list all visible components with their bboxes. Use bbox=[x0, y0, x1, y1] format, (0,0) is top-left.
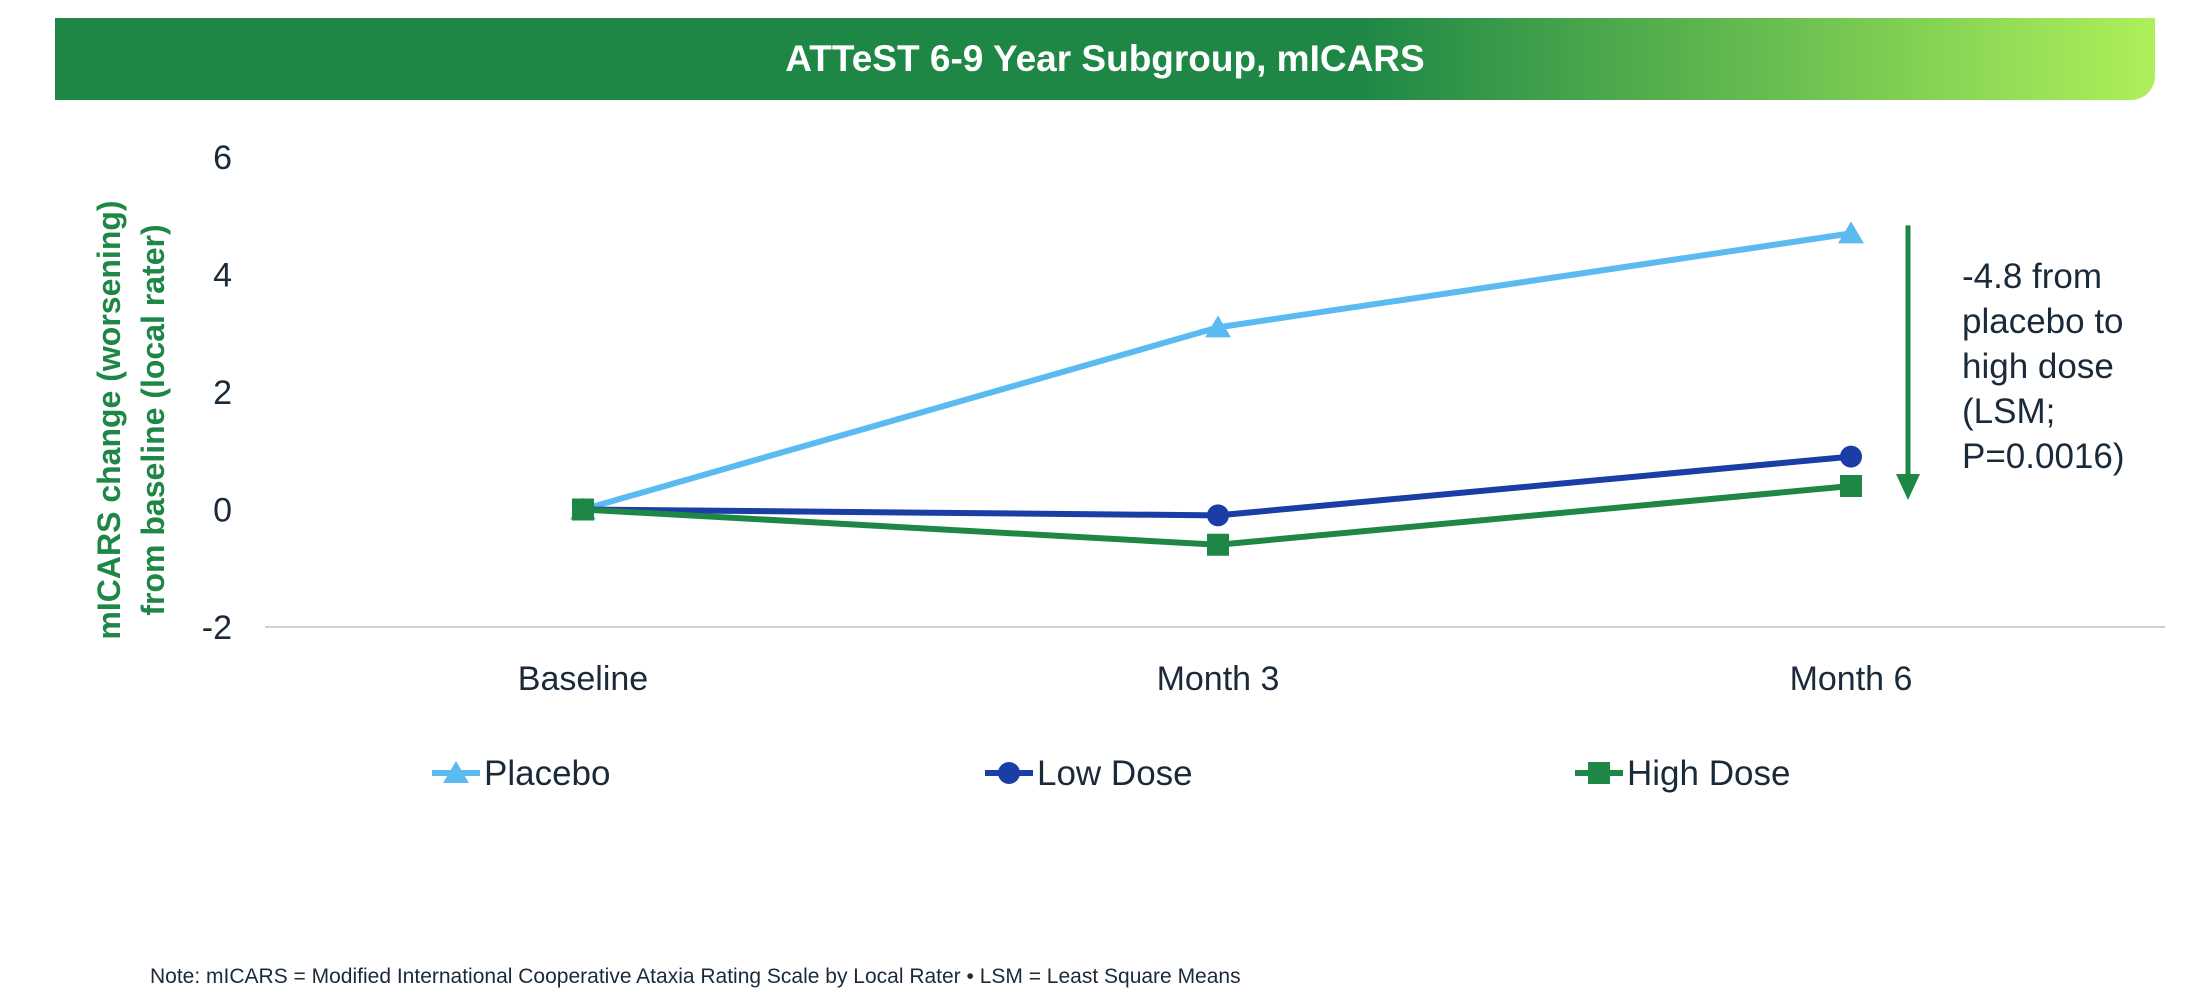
footnote: Note: mICARS = Modified International Co… bbox=[150, 965, 1241, 988]
data-point-high-dose bbox=[1840, 475, 1862, 497]
title-banner bbox=[55, 18, 2155, 100]
annotation-text: P=0.0016) bbox=[1962, 437, 2125, 476]
y-tick-label: 0 bbox=[213, 492, 232, 530]
y-tick-label: -2 bbox=[202, 609, 232, 647]
data-point-placebo bbox=[1205, 315, 1231, 338]
y-tick-label: 2 bbox=[213, 374, 232, 412]
legend-label: High Dose bbox=[1627, 754, 1790, 793]
y-tick-label: 4 bbox=[213, 257, 232, 295]
y-axis-label-line: mICARS change (worsening) bbox=[91, 200, 127, 639]
legend-marker bbox=[1588, 762, 1610, 784]
annotation-arrow-head bbox=[1896, 474, 1920, 500]
annotation-text: (LSM; bbox=[1962, 392, 2055, 431]
x-tick-label: Baseline bbox=[518, 660, 648, 698]
chart-area: 6 4 2 0 -2 mICARS change (worsening) from base… bbox=[91, 139, 2165, 793]
data-point-low-dose bbox=[1840, 445, 1862, 468]
y-tick-label: 6 bbox=[213, 139, 232, 177]
data-point-low-dose bbox=[1207, 504, 1229, 527]
legend-marker bbox=[443, 761, 469, 783]
legend-label: Placebo bbox=[484, 754, 610, 793]
annotation-text: placebo to bbox=[1962, 302, 2124, 341]
series-line-placebo bbox=[582, 230, 1852, 513]
legend-marker bbox=[998, 762, 1020, 784]
x-tick-label: Month 3 bbox=[1157, 660, 1280, 698]
x-tick-label: Month 6 bbox=[1790, 660, 1913, 698]
annotation-text: high dose bbox=[1962, 347, 2114, 386]
chart-title: ATTeST 6-9 Year Subgroup, mICARS bbox=[785, 38, 1425, 79]
annotation-text: -4.8 from bbox=[1962, 257, 2102, 296]
y-axis-label-line: from baseline (local rater) bbox=[135, 224, 171, 615]
data-point-high-dose bbox=[572, 498, 594, 521]
y-axis-label: mICARS change (worsening) from baseline (… bbox=[91, 200, 171, 639]
data-point-high-dose bbox=[1207, 533, 1229, 556]
data-point-placebo bbox=[1838, 221, 1864, 244]
legend-label: Low Dose bbox=[1037, 754, 1193, 793]
